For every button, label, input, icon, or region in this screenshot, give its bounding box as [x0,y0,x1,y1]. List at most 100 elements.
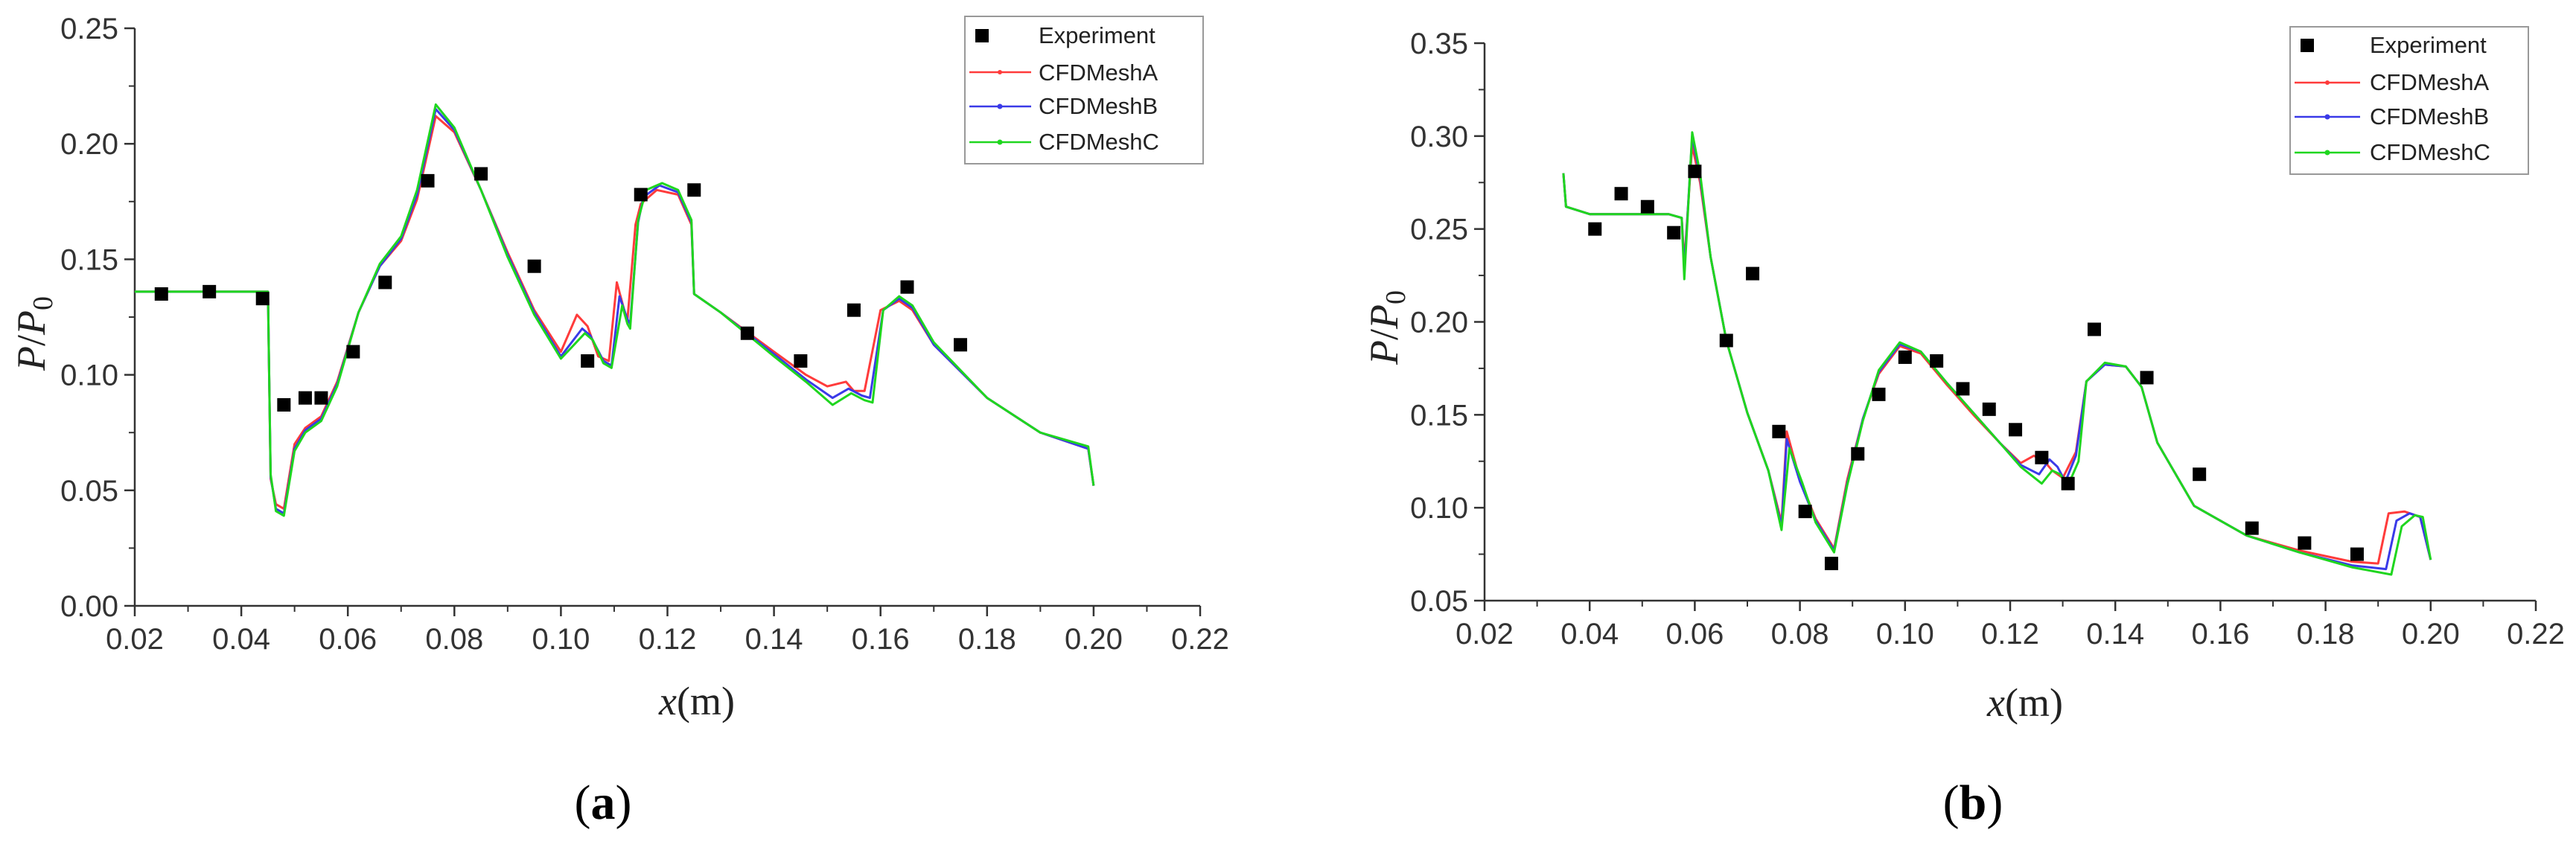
series-group-a [135,103,1095,517]
legend-label-cfdmeshc-b: CFDMeshC [2370,139,2490,165]
y-axis-title-a: P/P0 [9,296,59,371]
x-axis-title-a: x(m) [658,679,735,723]
y-axis-sub-a: 0 [28,296,59,310]
legend-box-b [2289,26,2529,175]
x-tick-label-a-10: 0.22 [1171,623,1229,656]
y-axis-sep-a: / [9,335,54,346]
experiment-point-b-8 [1798,505,1812,519]
y-tick-label-b-1: 0.10 [1410,492,1468,525]
x-axis-title-b: x(m) [1986,680,2063,725]
legend-label-experiment-b: Experiment [2370,32,2487,58]
legend-box-a [964,16,1204,164]
experiment-point-a-18 [954,338,968,352]
x-tick-label-b-7: 0.16 [2191,618,2249,651]
y-axis-sep-b: / [1362,329,1406,340]
experiment-point-b-10 [1851,447,1865,461]
experiment-point-a-10 [527,259,541,273]
experiment-point-b-17 [2035,450,2049,464]
experiment-point-b-24 [2350,547,2364,561]
experiment-point-b-5 [1719,333,1733,348]
legend-marker-cfdmeshb-b [2324,114,2330,120]
experiment-point-a-9 [474,167,488,181]
y-tick-label-b-4: 0.25 [1410,214,1468,246]
y-tick-label-a-2: 0.10 [60,359,118,392]
experiment-point-b-6 [1746,266,1760,281]
x-axis-unit-a: (m) [677,679,735,723]
x-tick-label-a-9: 0.20 [1065,623,1123,656]
legend-marker-cfdmesha-a [998,70,1002,74]
experiment-point-a-13 [687,183,701,197]
x-tick-label-a-0: 0.02 [106,623,164,656]
legend-label-cfdmesha-a: CFDMeshA [1039,60,1158,86]
experiment-point-a-12 [634,188,648,202]
experiment-point-b-9 [1824,557,1838,571]
y-tick-label-b-2: 0.15 [1410,399,1468,432]
legend-label-cfdmeshb-a: CFDMeshB [1039,93,1158,119]
experiment-point-a-7 [378,275,392,290]
experiment-point-a-11 [581,354,595,368]
experiment-point-b-18 [2061,476,2075,490]
experiment-point-b-11 [1872,387,1886,401]
y-axis-var2-a: P [9,310,54,336]
x-tick-label-b-5: 0.12 [1981,618,2039,651]
legend-marker-cfdmeshc-b [2324,150,2330,156]
x-axis-var-a: x [658,679,677,723]
series-line-cfdmeshc-a [135,103,1095,517]
x-tick-label-a-4: 0.10 [532,623,590,656]
experiment-point-b-14 [1956,382,1970,396]
experiment-point-a-1 [203,284,217,298]
y-axis-var2-b: P [1362,304,1406,330]
experiment-point-a-14 [740,326,754,340]
legend-marker-experiment-b [2301,39,2314,52]
series-line-cfdmeshc-b [1562,131,2432,576]
x-tick-label-b-9: 0.20 [2402,618,2460,651]
legend-b: Experiment CFDMeshA CFDMeshB CFDMeshC [2289,26,2529,175]
x-tick-label-a-3: 0.08 [425,623,483,656]
y-tick-label-a-0: 0.00 [60,590,118,623]
experiment-point-a-5 [314,391,328,405]
legend-marker-cfdmesha-b [2325,80,2330,85]
experiment-point-a-17 [900,280,914,294]
panel-label-b: (b) [1943,776,2003,830]
experiment-point-a-15 [794,354,808,368]
experiment-point-a-0 [154,287,168,301]
experiment-point-a-3 [277,397,291,412]
chart-panel-b: 0.02 0.04 0.06 0.08 0.10 0.12 0.14 0.16 0.18 0.20… [1362,26,2565,830]
series-group-b [1562,131,2432,576]
y-tick-label-a-3: 0.15 [60,243,118,276]
y-tick-label-b-6: 0.35 [1410,28,1468,60]
experiment-point-a-4 [298,391,312,405]
experiment-point-b-15 [1982,402,1996,416]
panel-label-a: (a) [575,776,632,830]
experiment-point-b-21 [2193,467,2207,482]
panel-letter-b: b [1960,776,1987,830]
y-tick-label-a-5: 0.25 [60,13,118,45]
x-tick-label-a-2: 0.06 [319,623,377,656]
experiment-point-b-0 [1588,222,1602,236]
experiment-point-b-3 [1667,226,1681,240]
experiment-point-a-8 [421,173,435,188]
y-tick-label-b-5: 0.30 [1410,121,1468,153]
experiment-point-b-16 [2009,423,2023,437]
x-tick-label-b-1: 0.04 [1560,618,1619,651]
legend-marker-cfdmeshb-a [997,103,1003,109]
legend-a: Experiment CFDMeshA CFDMeshB CFDMeshC [964,16,1204,164]
x-tick-label-a-8: 0.18 [958,623,1016,656]
plot-area-b: 0.02 0.04 0.06 0.08 0.10 0.12 0.14 0.16 0.18 0.20… [1410,28,2565,651]
experiment-point-b-4 [1688,164,1702,179]
legend-label-cfdmeshc-a: CFDMeshC [1039,129,1159,155]
legend-marker-experiment-a [975,29,989,42]
experiment-point-a-2 [255,292,270,306]
x-axis-var-b: x [1986,680,2005,725]
x-axis-unit-b: (m) [2005,680,2063,725]
x-tick-label-a-1: 0.04 [212,623,270,656]
panel-letter-a: a [591,776,616,830]
y-tick-label-a-4: 0.20 [60,128,118,161]
experiment-point-b-19 [2087,322,2101,336]
y-tick-label-a-1: 0.05 [60,475,118,508]
experiment-point-b-20 [2140,371,2154,385]
x-tick-label-b-4: 0.10 [1876,618,1934,651]
experiment-point-b-1 [1614,187,1628,201]
experiment-point-a-6 [346,345,360,359]
experiment-point-b-7 [1772,424,1786,438]
